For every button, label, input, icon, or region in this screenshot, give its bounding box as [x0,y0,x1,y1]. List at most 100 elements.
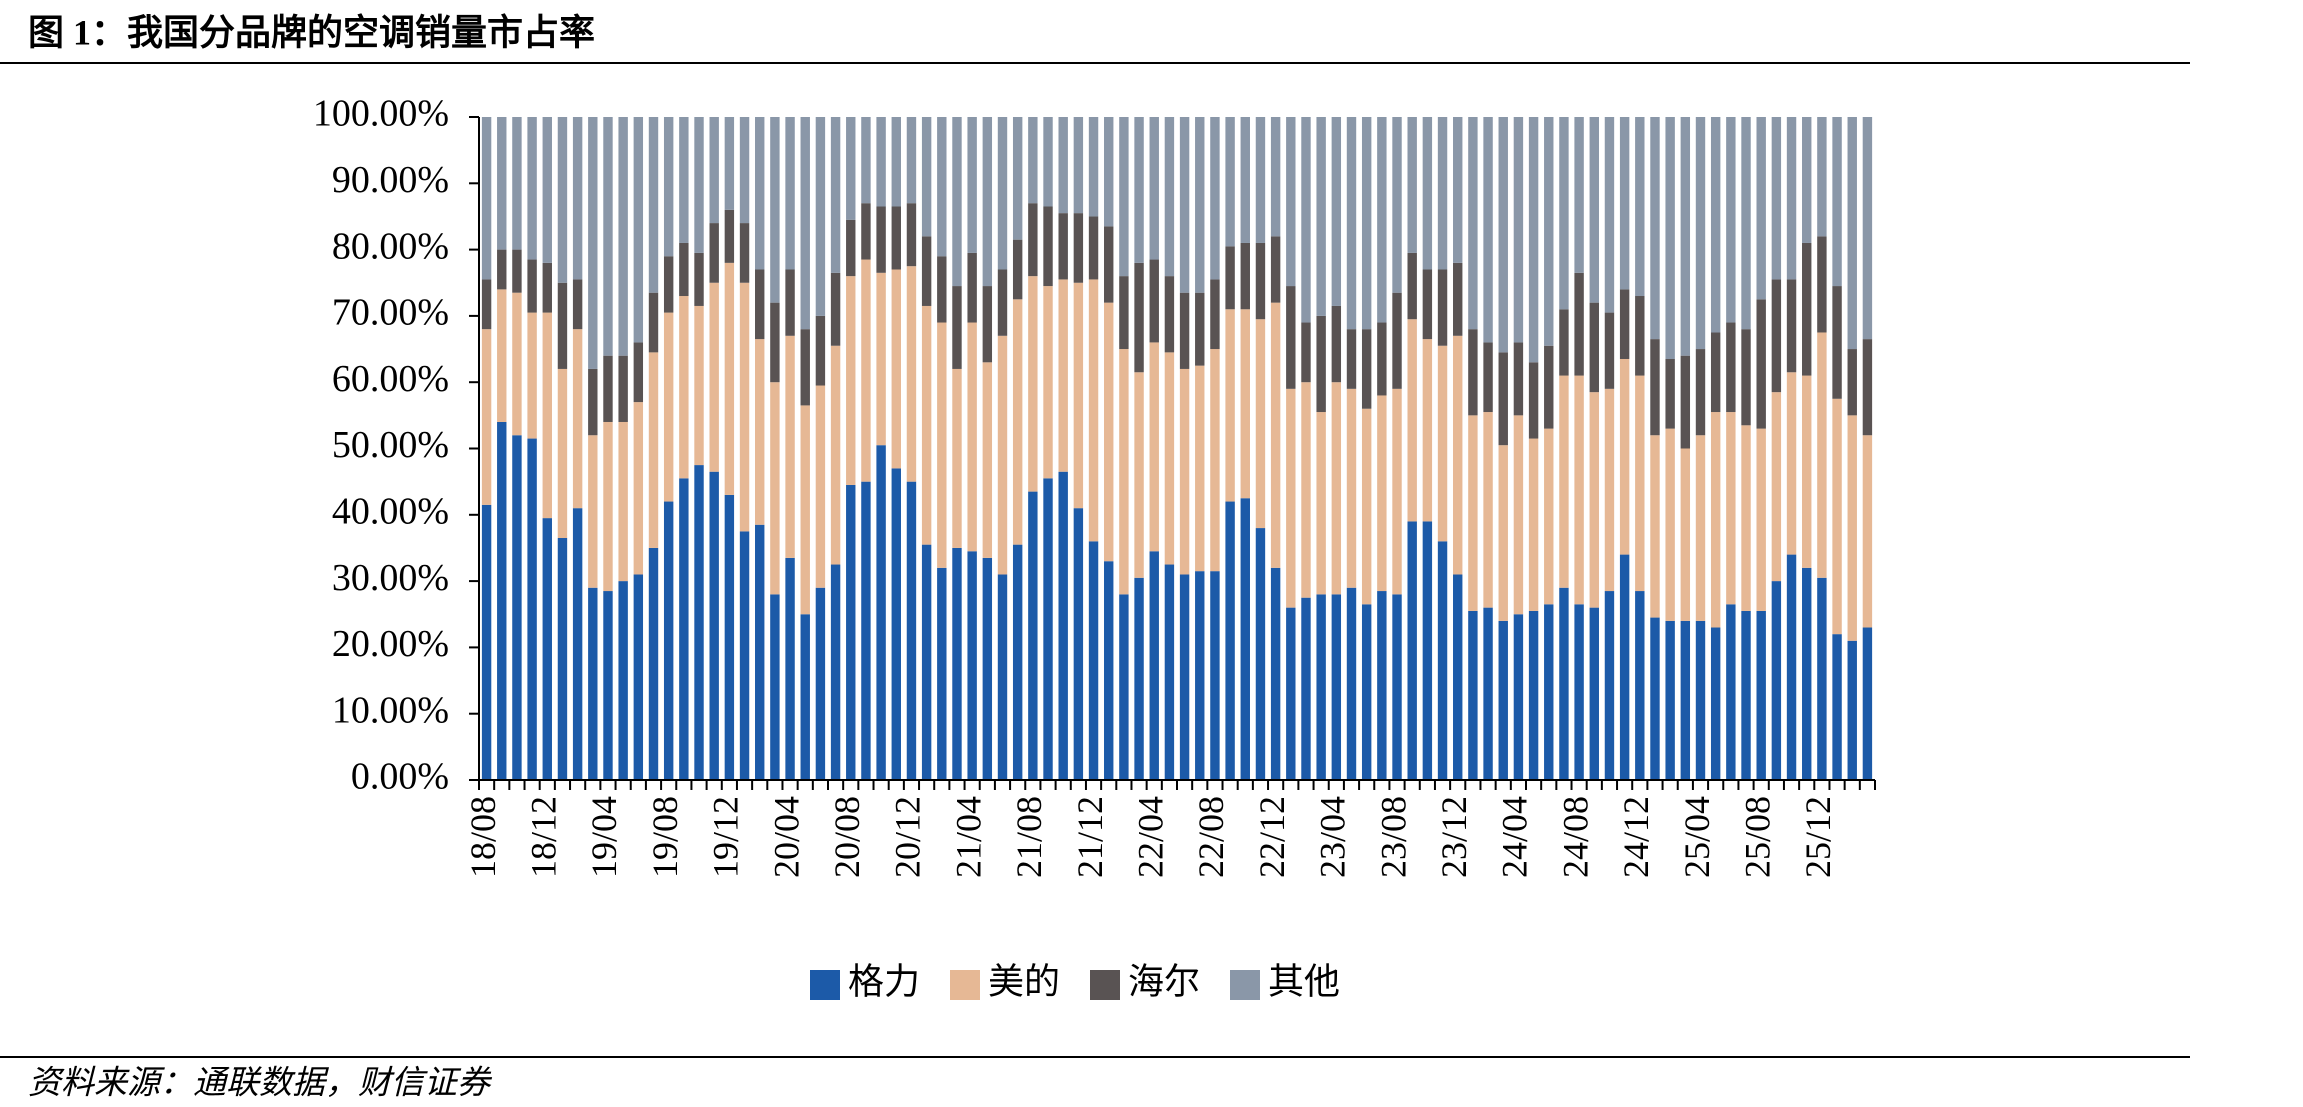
bar-segment [967,551,977,780]
bar-segment [709,471,719,780]
bar-segment [497,249,507,290]
bar-segment [1559,117,1569,310]
bar-segment [557,538,568,780]
bar-segment [603,591,613,780]
x-tick-label: 18/08 [463,796,503,878]
x-tick-label: 25/04 [1677,796,1717,878]
bar-segment [1012,299,1023,545]
chart-title: 图 1：我国分品牌的空调销量市占率 [28,12,595,52]
bar-segment [1179,117,1190,293]
bar-segment [1377,395,1387,592]
bar-segment [633,402,644,575]
bar-segment [876,445,886,780]
bar-segment [1665,117,1675,359]
bar-segment [1802,117,1812,243]
bar-segment [1468,415,1478,611]
bar-segment [1058,117,1068,214]
bar-segment [1604,388,1615,592]
bar-segment [1104,302,1114,562]
bar-segment [1104,117,1114,227]
bar-segment [861,203,871,260]
bar-segment [770,594,780,780]
bar-segment [1316,117,1326,316]
bar-segment [1301,597,1311,780]
bar-segment [1650,617,1660,780]
bar-segment [1225,309,1235,502]
y-tick-label: 100.00% [313,93,449,135]
bar-segment [694,465,704,780]
bar-segment [481,329,492,505]
bar-segment [497,289,507,422]
bar-segment [952,547,962,780]
bar-segment [603,117,613,356]
bar-segment [1453,262,1463,336]
bar-segment [891,117,901,207]
bar-segment [1088,117,1099,217]
bar-segment [1012,239,1023,300]
bar-segment [1756,299,1766,429]
bar-segment [588,587,598,780]
bar-segment [1346,329,1357,389]
bar-segment [997,269,1008,336]
bar-segment [663,312,674,502]
bar-segment [1270,236,1281,303]
bar-segment [1498,117,1508,353]
bar-segment [755,117,765,270]
bar-segment [906,203,917,267]
y-tick-label: 50.00% [332,424,449,466]
bar-segment [997,117,1008,270]
bar-segment [1043,478,1053,780]
bar-segment [1695,620,1706,780]
bar-segment [1422,117,1433,270]
bar-segment [1437,117,1448,270]
bar-segment [1832,634,1842,780]
bar-segment [1210,117,1220,280]
bar-segment [1817,236,1827,333]
bar-segment [906,266,917,482]
bar-segment [1498,352,1508,446]
legend-swatch [950,970,980,1000]
bar-segment [1483,342,1493,413]
bar-segment [1012,544,1023,780]
bar-segment [694,305,704,466]
source-note: 资料来源：通联数据，财信证券 [28,1066,493,1102]
bar-segment [1544,428,1554,605]
bar-segment [1073,213,1084,283]
bar-segment [1255,528,1266,780]
bar-segment [1635,375,1645,592]
bar-segment [1862,339,1873,436]
bar-segment [663,256,674,313]
bar-segment [1862,627,1873,780]
bar-segment [921,305,932,545]
bar-segment [1802,375,1812,568]
bar-segment [1589,607,1599,780]
bar-segment [1210,571,1220,780]
bar-segment [1544,117,1554,346]
x-tick-label: 18/12 [524,796,564,878]
bar-segment [1407,521,1417,780]
bar-segment [1771,279,1782,393]
bar-segment [876,206,886,273]
bar-segment [1786,117,1797,280]
bar-segment [1665,428,1675,621]
y-tick-label: 40.00% [332,491,449,533]
bar-segment [1301,382,1311,598]
bar-segment [1680,117,1691,356]
bar-segment [1453,574,1463,780]
bar-segment [1437,541,1448,780]
bar-segment [1088,541,1099,780]
bar-segment [1574,117,1584,273]
bar-segment [1635,117,1645,297]
bar-segment [815,315,826,386]
bar-segment [1589,302,1599,393]
bar-segment [1453,335,1463,575]
bar-segment [997,335,1008,575]
bar-segment [800,117,810,330]
bar-segment [1650,117,1660,340]
bar-segment [648,292,659,353]
bar-segment [1240,242,1250,310]
bar-segment [1270,302,1281,568]
bar-segment [1771,117,1782,280]
bar-segment [1817,577,1827,780]
legend-swatch [1230,970,1260,1000]
